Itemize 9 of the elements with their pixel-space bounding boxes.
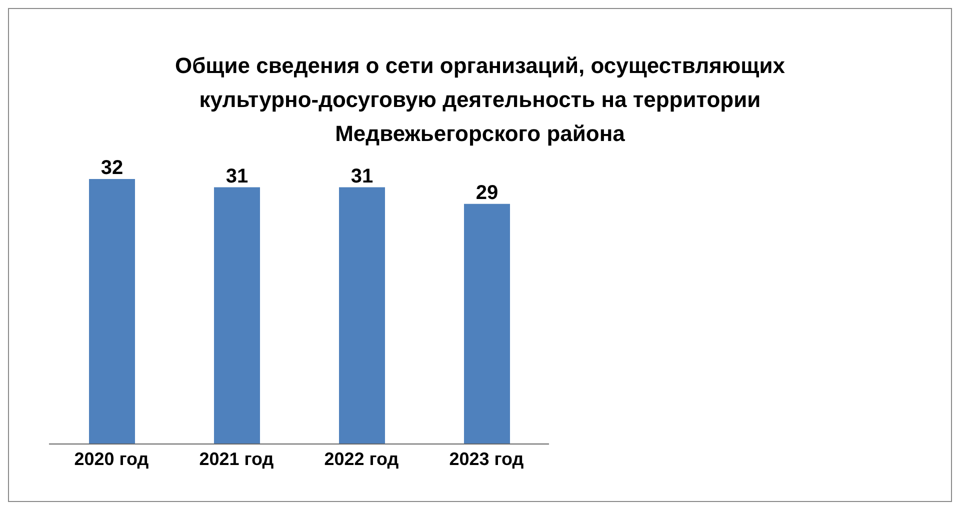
data-label: 32	[100, 157, 124, 179]
x-tick-label: 2020 год	[74, 448, 150, 469]
data-label: 29	[476, 182, 498, 204]
data-label: 31	[350, 165, 374, 188]
x-tick-label: 2023 год	[449, 448, 524, 469]
chart-title: Общие сведения о сети организаций, осуществляющих культурно-досуговую деятельность на территории Медвежьегорского района	[174, 52, 786, 148]
data-label: 31	[226, 165, 248, 188]
x-tick-label: 2022 год	[324, 448, 400, 469]
x-tick-label: 2021 год	[199, 448, 274, 469]
